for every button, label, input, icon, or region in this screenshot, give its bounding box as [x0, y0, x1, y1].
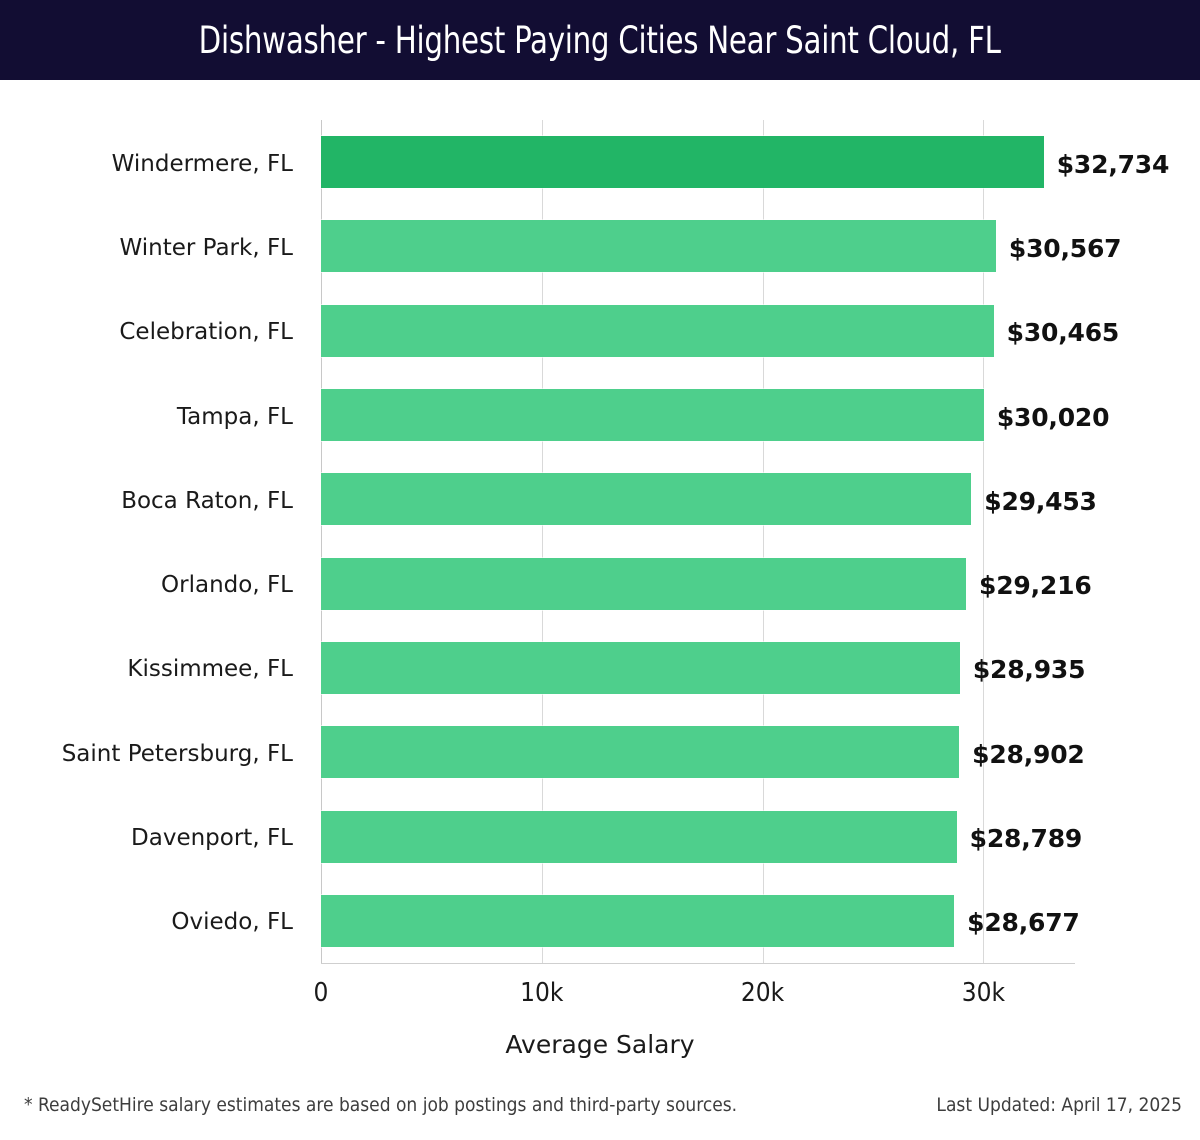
category-label: Windermere, FL [111, 150, 293, 177]
bar-value-label: $30,465 [1006, 318, 1120, 348]
category-label: Davenport, FL [131, 825, 293, 852]
bar[interactable] [320, 219, 997, 274]
page-title: Dishwasher - Highest Paying Cities Near … [198, 18, 1002, 62]
bar-row: Celebration, FL $30,465 [119, 289, 1119, 373]
bar-value-label: $30,020 [996, 402, 1110, 432]
category-label: Boca Raton, FL [121, 487, 293, 514]
chart-header-bar: Dishwasher - Highest Paying Cities Near … [0, 0, 1200, 80]
category-label: Oviedo, FL [171, 909, 293, 936]
bar[interactable] [319, 725, 961, 780]
bar[interactable] [320, 640, 961, 695]
gridline-10k [541, 120, 543, 963]
gridline-0 [321, 120, 322, 963]
bar[interactable] [319, 893, 956, 948]
bar-value-label: $28,935 [972, 655, 1086, 685]
category-label: Kissimmee, FL [127, 656, 293, 683]
bar[interactable] [320, 303, 995, 358]
footnote-text: * ReadySetHire salary estimates are base… [24, 1094, 738, 1116]
category-label: Saint Petersburg, FL [61, 740, 293, 767]
category-label: Celebration, FL [119, 319, 293, 346]
bar[interactable] [320, 388, 985, 443]
plot-area: Windermere, FL $32,734 Winter Park, FL $30,… [62, 120, 1169, 963]
x-tick-label: 30k [961, 978, 1006, 1008]
gridline-20k [762, 120, 764, 963]
bar-row: Kissimmee, FL $28,935 [127, 626, 1086, 710]
last-updated-text: Last Updated: April 17, 2025 [936, 1094, 1182, 1116]
bar[interactable] [319, 472, 973, 527]
x-axis-line [321, 963, 1075, 964]
bar-row: Winter Park, FL $30,567 [119, 204, 1122, 288]
bar-value-label: $32,734 [1056, 149, 1170, 179]
bar-row: Orlando, FL $29,216 [161, 542, 1092, 626]
bar-row: Davenport, FL $28,789 [131, 794, 1082, 878]
bar-row: Windermere, FL $32,734 [112, 120, 1169, 204]
bar[interactable] [320, 135, 1045, 190]
bar-chart: Windermere, FL $32,734 Winter Park, FL $30,… [0, 80, 1200, 1080]
x-tick-label: 0 [313, 978, 329, 1008]
bar-value-label: $30,567 [1008, 233, 1122, 263]
category-label: Winter Park, FL [119, 234, 293, 261]
bar[interactable] [320, 809, 958, 864]
bar-row: Tampa, FL $30,020 [177, 373, 1109, 457]
bar[interactable] [319, 556, 968, 611]
bar-value-label: $28,677 [967, 908, 1080, 938]
bar-value-label: $29,453 [984, 486, 1097, 516]
bar-value-label: $29,216 [979, 571, 1092, 601]
bar-row: Boca Raton, FL $29,453 [121, 457, 1097, 541]
bar-value-label: $28,902 [972, 739, 1085, 769]
bar-row: Saint Petersburg, FL $28,902 [62, 710, 1085, 794]
category-label: Orlando, FL [161, 572, 293, 599]
x-tick-label: 20k [740, 978, 785, 1008]
gridline-30k [983, 120, 985, 963]
x-tick-label: 10k [520, 978, 564, 1008]
category-label: Tampa, FL [176, 403, 293, 430]
bar-value-label: $28,789 [969, 824, 1083, 854]
x-axis-title: Average Salary [505, 1030, 695, 1059]
bar-row: Oviedo, FL $28,677 [171, 879, 1080, 963]
